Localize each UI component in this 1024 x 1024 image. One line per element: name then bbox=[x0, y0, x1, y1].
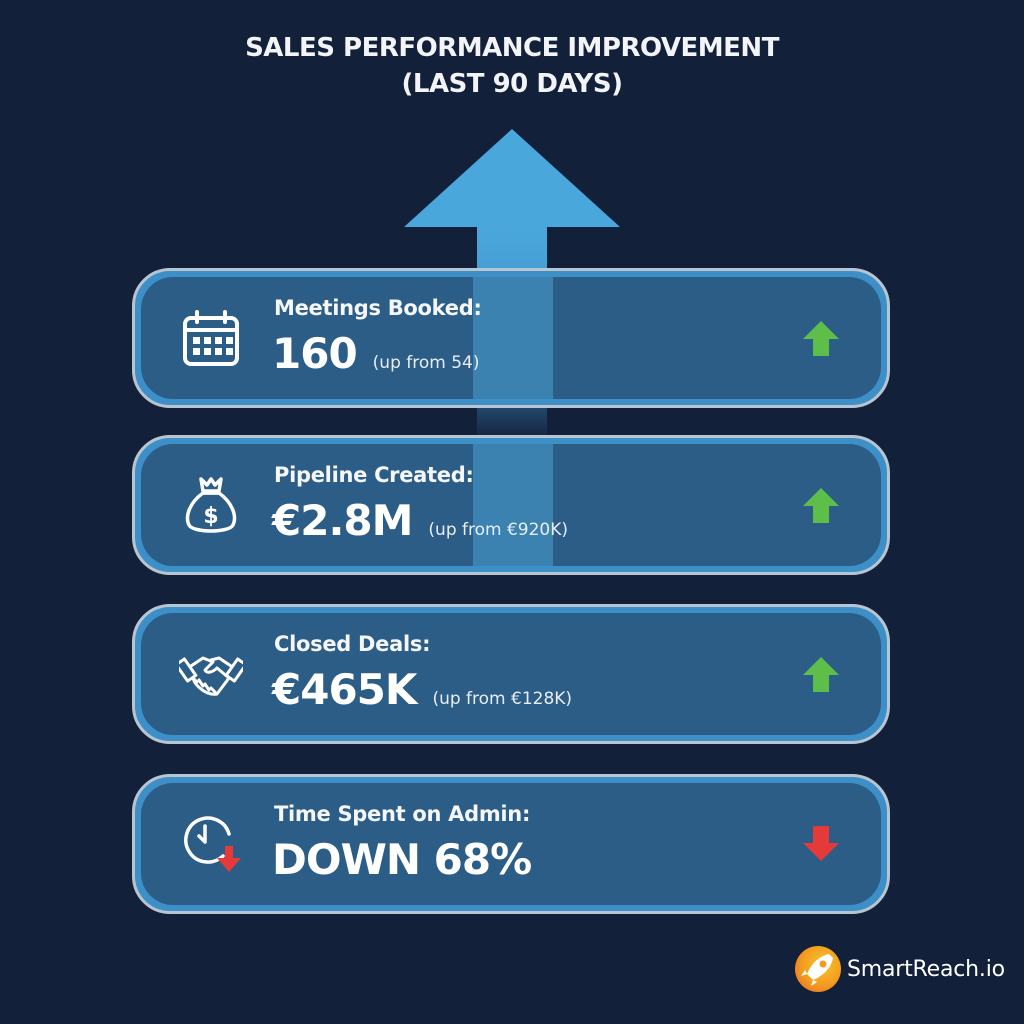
rocket-icon bbox=[795, 946, 841, 992]
metric-value: 160 bbox=[272, 329, 358, 378]
calendar-icon bbox=[183, 310, 239, 366]
trend-up-icon bbox=[803, 321, 839, 356]
trend-up-icon bbox=[803, 657, 839, 692]
page-title: SALES PERFORMANCE IMPROVEMENT (LAST 90 D… bbox=[0, 30, 1024, 102]
metric-label: Meetings Booked: bbox=[274, 296, 482, 320]
metric-value: DOWN 68% bbox=[272, 835, 532, 884]
metric-previous: (up from €920K) bbox=[428, 520, 569, 540]
metric-card-admin-time: Time Spent on Admin: DOWN 68% bbox=[132, 774, 890, 914]
svg-text:$: $ bbox=[203, 504, 218, 529]
arrow-beam bbox=[473, 444, 553, 566]
clock-down-icon bbox=[184, 816, 241, 872]
metric-value: €465K bbox=[272, 665, 417, 714]
growth-arrow-head-icon bbox=[404, 129, 620, 227]
money-bag-icon: $ bbox=[185, 477, 237, 533]
metric-previous: (up from €128K) bbox=[432, 689, 573, 709]
metric-label: Time Spent on Admin: bbox=[274, 802, 531, 826]
metric-value: €2.8M bbox=[272, 496, 413, 545]
title-line-1: SALES PERFORMANCE IMPROVEMENT bbox=[245, 33, 779, 63]
metric-card-pipeline: $ Pipeline Created: €2.8M (up from €920K… bbox=[132, 435, 890, 575]
title-line-2: (LAST 90 DAYS) bbox=[401, 69, 623, 99]
metric-label: Pipeline Created: bbox=[274, 463, 474, 487]
metric-card-closed-deals: Closed Deals: €465K (up from €128K) bbox=[132, 604, 890, 744]
metric-card-meetings: Meetings Booked: 160 (up from 54) bbox=[132, 268, 890, 408]
arrow-beam bbox=[473, 277, 553, 399]
brand-logo: SmartReach.io bbox=[795, 946, 1005, 992]
handshake-icon bbox=[179, 656, 243, 696]
metric-previous: (up from 54) bbox=[372, 353, 480, 373]
brand-name: SmartReach.io bbox=[847, 956, 1005, 982]
trend-up-icon bbox=[803, 488, 839, 523]
metric-label: Closed Deals: bbox=[274, 632, 431, 656]
trend-down-icon bbox=[803, 826, 839, 861]
